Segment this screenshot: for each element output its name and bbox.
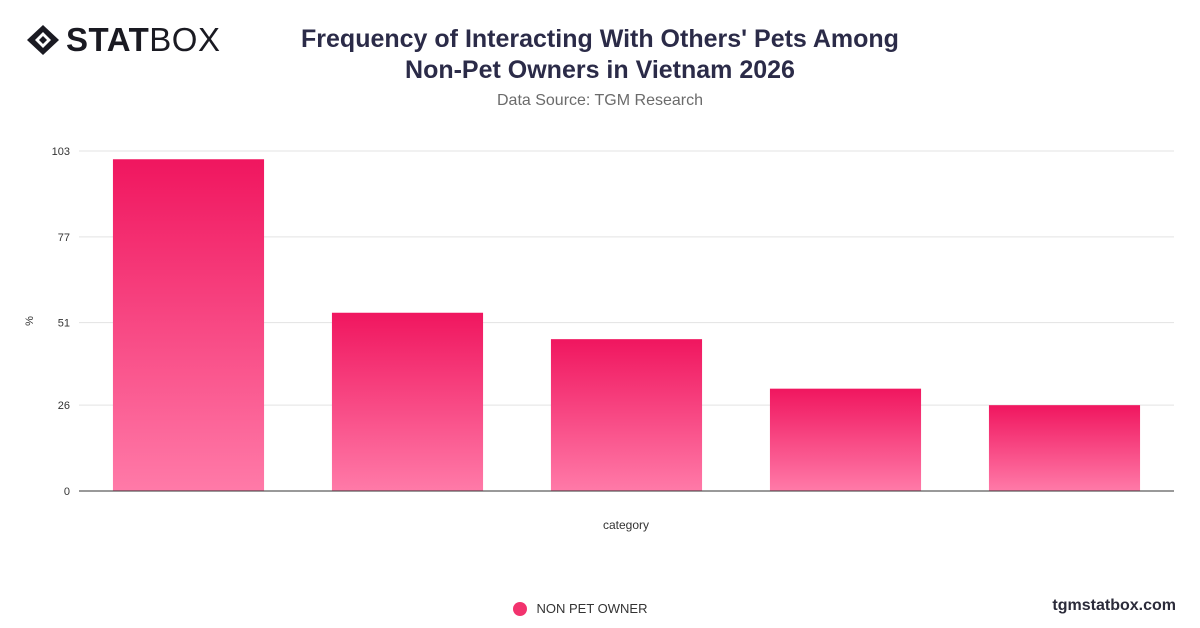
statbox-logo: STATBOX — [26, 21, 221, 58]
legend: NON PET OWNER — [0, 601, 1200, 616]
chart-title: Frequency of Interacting With Others' Pe… — [200, 24, 1000, 86]
x-axis-label: category — [603, 518, 649, 532]
legend-label: NON PET OWNER — [536, 601, 648, 616]
y-tick-label: 51 — [58, 318, 70, 330]
y-axis-ticks: 0 26 51 77 103 — [52, 146, 70, 498]
logo-text-bold: STAT — [66, 21, 150, 58]
legend-marker — [512, 601, 527, 616]
y-tick-label: 0 — [64, 486, 70, 498]
logo-text-light: BOX — [149, 21, 221, 58]
y-tick-label: 103 — [52, 146, 70, 158]
y-axis-label: % — [24, 316, 36, 326]
logo-text: STATBOX — [66, 21, 221, 58]
diamond-logo-icon — [27, 25, 59, 55]
bars — [112, 159, 1141, 491]
chart-subtitle: Data Source: TGM Research — [496, 92, 703, 109]
bar-5[interactable] — [988, 405, 1141, 491]
y-tick-label: 77 — [58, 232, 70, 244]
bar-3[interactable] — [550, 339, 703, 491]
footer-brand: tgmstatbox.com — [1052, 597, 1176, 614]
bar-1[interactable] — [112, 159, 265, 491]
bar-2[interactable] — [331, 312, 484, 491]
bar-4[interactable] — [769, 388, 922, 491]
chart-title-line-1: Frequency of Interacting With Others' Pe… — [301, 25, 899, 53]
chart-title-line-2: Non-Pet Owners in Vietnam 2026 — [405, 56, 795, 84]
y-tick-label: 26 — [58, 400, 70, 412]
bar-chart: 0 26 51 77 103 category % — [24, 146, 1174, 532]
